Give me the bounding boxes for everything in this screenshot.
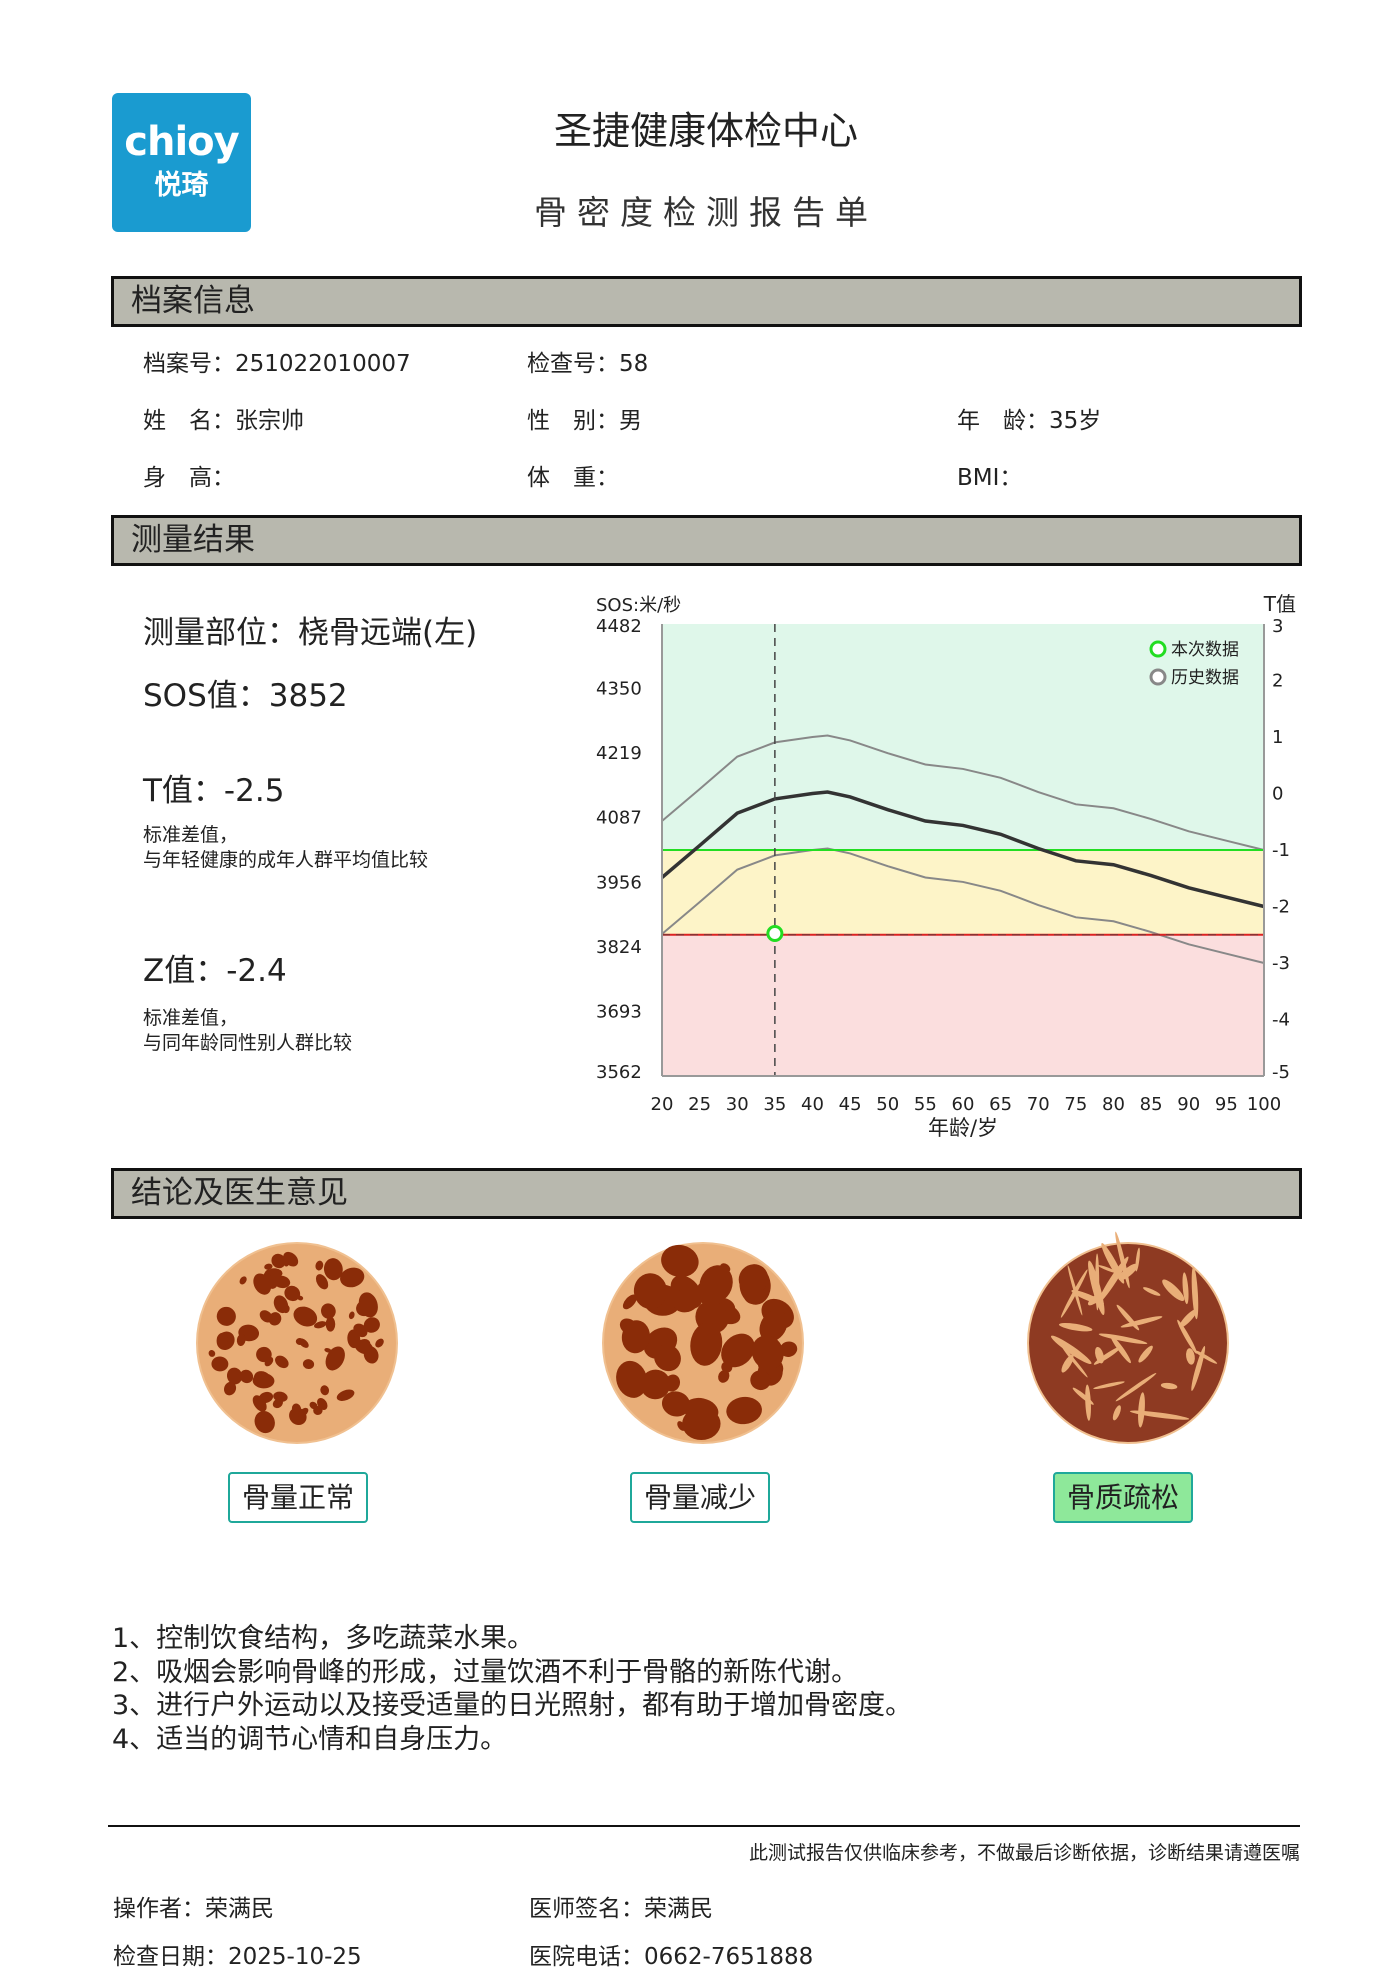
x-tick-label: 60 (952, 1094, 975, 1115)
section-header-results: 测量结果 (111, 515, 1302, 566)
x-tick-label: 50 (876, 1094, 899, 1115)
section-header-profile: 档案信息 (111, 276, 1302, 327)
z-score-note-2: 与同年龄同性别人群比较 (143, 1032, 353, 1054)
page-title: 圣捷健康体检中心 (553, 109, 858, 153)
exam-number: 检查号：58 (527, 351, 649, 377)
z-score: Z值：-2.4 (143, 953, 287, 989)
advice-list: 1、控制饮食结构，多吃蔬菜水果。 2、吸烟会影响骨峰的形成，过量饮酒不利于骨骼的… (112, 1622, 912, 1756)
patient-bmi: BMI： (957, 465, 1023, 491)
zone-band (662, 934, 1264, 1076)
doctor-signature: 医师签名：荣满民 (529, 1896, 713, 1922)
y-tick-label: 3693 (596, 1001, 642, 1022)
category-osteopenia: 骨量减少 (630, 1472, 770, 1523)
y2-tick-label: -1 (1272, 840, 1290, 861)
exam-date: 检查日期：2025-10-25 (113, 1944, 362, 1970)
category-normal: 骨量正常 (228, 1472, 368, 1523)
x-tick-label: 75 (1064, 1094, 1087, 1115)
patient-height: 身 高： (143, 465, 235, 491)
x-tick-label: 45 (839, 1094, 862, 1115)
bone-density-chart: 4482 4350 4219 4087 3956 3824 3693 3562 3 2 1 0 -1 -2… (596, 592, 1296, 1140)
y2-tick-label: 1 (1272, 727, 1283, 748)
x-tick-label: 100 (1247, 1094, 1281, 1115)
x-tick-label: 70 (1027, 1094, 1050, 1115)
legend-history-label: 历史数据 (1171, 668, 1239, 688)
mean-curve (660, 790, 1265, 909)
y2-tick-label: 3 (1272, 616, 1283, 637)
logo-text-en: chioy (124, 119, 239, 165)
y-axis-label: SOS:米/秒 (596, 595, 681, 616)
y-tick-label: 4087 (596, 808, 642, 829)
advice-item: 4、适当的调节心情和自身压力。 (112, 1723, 508, 1755)
operator: 操作者：荣满民 (113, 1896, 274, 1922)
y2-axis-label: T值 (1263, 592, 1296, 616)
bone-osteopenia-icon (602, 1242, 804, 1444)
x-axis-label: 年龄/岁 (928, 1116, 998, 1140)
patient-age: 年 龄：35岁 (957, 408, 1102, 434)
zone-band (662, 850, 1264, 935)
disclaimer: 此测试报告仅供临床参考，不做最后诊断依据，诊断结果请遵医嘱 (748, 1842, 1300, 1864)
bone-illustrations (196, 1231, 1229, 1444)
logo: chioy 悦琦 (112, 93, 251, 232)
y-tick-label: 4219 (596, 743, 642, 764)
y2-tick-label: -3 (1272, 953, 1290, 974)
legend-current-label: 本次数据 (1171, 640, 1239, 660)
y-tick-label: 4482 (596, 616, 642, 637)
advice-item: 2、吸烟会影响骨峰的形成，过量饮酒不利于骨骼的新陈代谢。 (112, 1656, 859, 1688)
patient-name: 姓 名：张宗帅 (143, 408, 304, 434)
y2-tick-label: 0 (1272, 784, 1283, 805)
zone-band (662, 624, 1264, 850)
x-tick-label: 65 (989, 1094, 1012, 1115)
x-tick-label: 95 (1215, 1094, 1238, 1115)
y2-tick-label: 2 (1272, 671, 1283, 692)
patient-weight: 体 重： (527, 465, 619, 491)
y2-tick-label: -2 (1272, 897, 1290, 918)
footer-divider (108, 1825, 1300, 1827)
bone-osteoporosis-icon (1027, 1231, 1229, 1444)
upper-band-line (661, 734, 1265, 851)
y2-tick-label: -4 (1272, 1010, 1290, 1031)
y-tick-label: 3562 (596, 1062, 642, 1083)
legend-current-icon (1149, 640, 1167, 658)
logo-text-cn: 悦琦 (154, 170, 209, 201)
t-score-note-1: 标准差值， (143, 824, 239, 846)
x-tick-label: 55 (914, 1094, 937, 1115)
z-score-note-1: 标准差值， (143, 1007, 239, 1029)
category-osteoporosis: 骨质疏松 (1053, 1472, 1193, 1523)
measure-site: 测量部位：桡骨远端(左) (143, 615, 478, 651)
y2-tick-label: -5 (1272, 1062, 1290, 1083)
section-header-conclusion: 结论及医生意见 (111, 1168, 1302, 1219)
x-tick-label: 85 (1140, 1094, 1163, 1115)
x-tick-label: 90 (1177, 1094, 1200, 1115)
hospital-phone: 医院电话：0662-7651888 (529, 1944, 814, 1970)
x-tick-label: 20 (651, 1094, 674, 1115)
file-number: 档案号：251022010007 (143, 351, 411, 377)
sos-value: SOS值：3852 (143, 678, 348, 714)
bone-normal-icon (196, 1242, 398, 1444)
t-score-note-2: 与年轻健康的成年人群平均值比较 (143, 849, 429, 871)
y-tick-label: 4350 (596, 679, 642, 700)
t-score: T值：-2.5 (143, 773, 285, 809)
x-tick-label: 35 (763, 1094, 786, 1115)
legend-history-icon (1149, 668, 1167, 686)
x-tick-label: 25 (688, 1094, 711, 1115)
y-tick-label: 3824 (596, 937, 642, 958)
x-tick-label: 30 (726, 1094, 749, 1115)
page-subtitle: 骨密度检测报告单 (534, 193, 878, 232)
x-tick-label: 80 (1102, 1094, 1125, 1115)
advice-item: 3、进行户外运动以及接受适量的日光照射，都有助于增加骨密度。 (112, 1690, 913, 1721)
advice-item: 1、控制饮食结构，多吃蔬菜水果。 (112, 1623, 535, 1654)
current-data-point (766, 925, 784, 943)
patient-gender: 性 别：男 (527, 408, 642, 434)
x-tick-label: 40 (801, 1094, 824, 1115)
y-tick-label: 3956 (596, 872, 642, 893)
